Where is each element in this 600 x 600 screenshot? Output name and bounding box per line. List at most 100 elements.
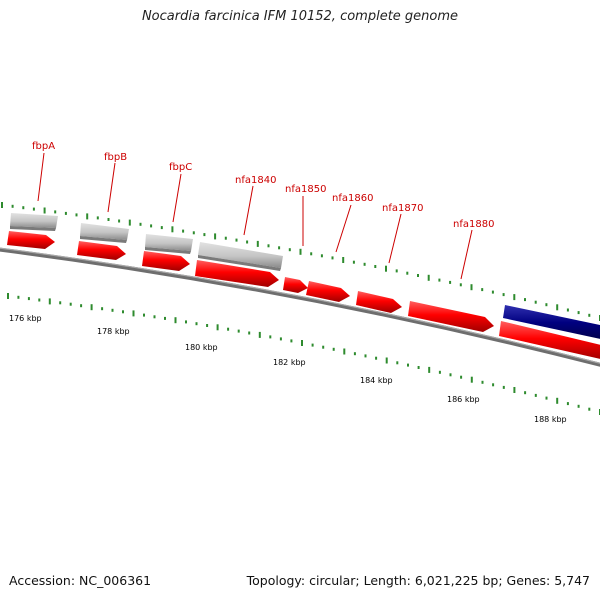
gene-arrow-nfa1860 [306, 281, 350, 302]
major-tick [301, 340, 303, 346]
major-tick [171, 226, 174, 233]
major-tick [258, 331, 261, 338]
major-tick [214, 233, 217, 240]
minor-tick [534, 393, 537, 397]
minor-tick [545, 303, 548, 307]
major-tick [385, 357, 388, 364]
minor-tick [459, 283, 462, 287]
major-tick [299, 248, 302, 255]
minor-tick [566, 402, 569, 406]
minor-tick [160, 226, 163, 230]
minor-tick [407, 363, 409, 367]
major-tick [470, 284, 473, 291]
minor-tick [107, 218, 110, 221]
minor-tick [64, 211, 67, 215]
minor-tick [417, 274, 419, 277]
major-tick [1, 202, 3, 208]
minor-tick [111, 308, 114, 312]
minor-tick [353, 352, 356, 356]
minor-tick [278, 246, 281, 250]
minor-tick [290, 339, 293, 343]
minor-tick [11, 204, 14, 208]
minor-tick [438, 370, 441, 374]
minor-tick [185, 320, 187, 324]
major-tick [256, 240, 259, 247]
navy-feature [503, 305, 600, 339]
minor-tick [143, 313, 145, 317]
minor-tick [322, 345, 325, 349]
major-tick [513, 294, 516, 301]
major-tick [556, 304, 559, 311]
minor-tick [481, 288, 484, 292]
major-tick [513, 387, 516, 393]
gene-arrow-nfa1880 [408, 301, 494, 332]
major-tick [132, 310, 135, 317]
minor-tick [38, 298, 41, 302]
minor-tick [224, 236, 227, 240]
minor-tick [524, 391, 527, 395]
scale-tick-ring [7, 293, 600, 415]
minor-tick [150, 224, 153, 228]
minor-tick [182, 229, 185, 233]
minor-tick [246, 240, 249, 244]
major-tick [427, 274, 430, 281]
minor-tick [153, 315, 156, 319]
minor-tick [54, 210, 57, 214]
minor-tick [449, 373, 452, 377]
major-tick [7, 293, 9, 299]
minor-tick [363, 262, 366, 266]
grey-feature [198, 242, 283, 268]
map-title: Nocardia farcinica IFM 10152, complete g… [141, 9, 459, 24]
genome-summary-text: Topology: circular; Length: 6,021,225 bp… [246, 573, 590, 588]
gene-arrow-unlabeled [499, 321, 600, 359]
minor-tick [406, 271, 409, 275]
scale-label: 180 kbp [185, 343, 218, 352]
minor-tick [460, 375, 463, 379]
major-tick [342, 257, 345, 263]
gene-label: nfa1850 [285, 184, 326, 195]
gene-arrow-fbpC [142, 251, 190, 271]
minor-tick [288, 248, 291, 252]
minor-tick [80, 304, 83, 308]
minor-tick [75, 213, 78, 217]
minor-tick [352, 260, 355, 264]
gene-labels: fbpA fbpB fbpC nfa1840 nfa1850 nfa1860 n… [32, 141, 494, 230]
minor-tick [17, 295, 20, 299]
minor-tick [139, 222, 142, 226]
scale-label: 184 kbp [360, 376, 393, 385]
minor-tick [481, 380, 484, 384]
minor-tick [374, 265, 377, 268]
minor-tick [588, 407, 591, 411]
grey-feature [145, 234, 193, 251]
minor-tick [192, 231, 195, 235]
minor-tick [206, 324, 209, 327]
minor-tick [235, 238, 238, 242]
minor-tick [545, 396, 548, 400]
outer-tick-ring [1, 202, 600, 321]
minor-tick [588, 313, 591, 317]
gene-arrow-nfa1870 [356, 291, 402, 313]
grey-features [10, 213, 283, 271]
gene-label: nfa1870 [382, 203, 423, 214]
minor-tick [248, 331, 251, 335]
grey-feature [10, 226, 56, 231]
backbone-track [0, 247, 600, 367]
minor-tick [577, 404, 580, 408]
minor-tick [237, 329, 240, 333]
minor-tick [32, 207, 35, 211]
major-tick [556, 397, 559, 404]
minor-tick [203, 233, 206, 237]
minor-tick [332, 347, 335, 351]
gene-label: nfa1840 [235, 175, 276, 186]
gene-arrow-fbpA [7, 231, 55, 249]
major-tick [385, 265, 387, 272]
scale-label: 178 kbp [97, 327, 130, 336]
minor-tick [524, 298, 526, 302]
grey-feature [80, 236, 127, 243]
minor-tick [227, 327, 230, 331]
minor-tick [534, 300, 537, 304]
minor-tick [311, 343, 314, 347]
minor-tick [27, 297, 30, 301]
gene-label: nfa1860 [332, 193, 373, 204]
